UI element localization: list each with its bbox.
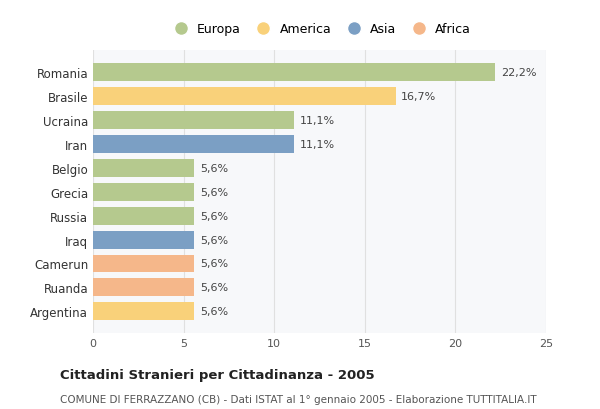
- Bar: [93, 160, 194, 178]
- Text: 5,6%: 5,6%: [200, 163, 228, 173]
- Text: 5,6%: 5,6%: [200, 307, 228, 317]
- Bar: [93, 135, 294, 153]
- Bar: [93, 64, 495, 82]
- Text: 5,6%: 5,6%: [200, 283, 228, 293]
- Text: 11,1%: 11,1%: [299, 116, 335, 126]
- Bar: [93, 88, 395, 106]
- Bar: [93, 112, 294, 130]
- Text: Cittadini Stranieri per Cittadinanza - 2005: Cittadini Stranieri per Cittadinanza - 2…: [60, 369, 374, 381]
- Bar: [93, 279, 194, 297]
- Text: 11,1%: 11,1%: [299, 139, 335, 149]
- Bar: [93, 255, 194, 273]
- Text: 22,2%: 22,2%: [501, 68, 536, 78]
- Text: 5,6%: 5,6%: [200, 235, 228, 245]
- Legend: Europa, America, Asia, Africa: Europa, America, Asia, Africa: [163, 18, 476, 41]
- Bar: [93, 231, 194, 249]
- Bar: [93, 183, 194, 201]
- Text: 5,6%: 5,6%: [200, 187, 228, 197]
- Text: 16,7%: 16,7%: [401, 92, 436, 102]
- Text: 5,6%: 5,6%: [200, 211, 228, 221]
- Text: 5,6%: 5,6%: [200, 259, 228, 269]
- Bar: [93, 303, 194, 321]
- Text: COMUNE DI FERRAZZANO (CB) - Dati ISTAT al 1° gennaio 2005 - Elaborazione TUTTITA: COMUNE DI FERRAZZANO (CB) - Dati ISTAT a…: [60, 393, 536, 404]
- Bar: [93, 207, 194, 225]
